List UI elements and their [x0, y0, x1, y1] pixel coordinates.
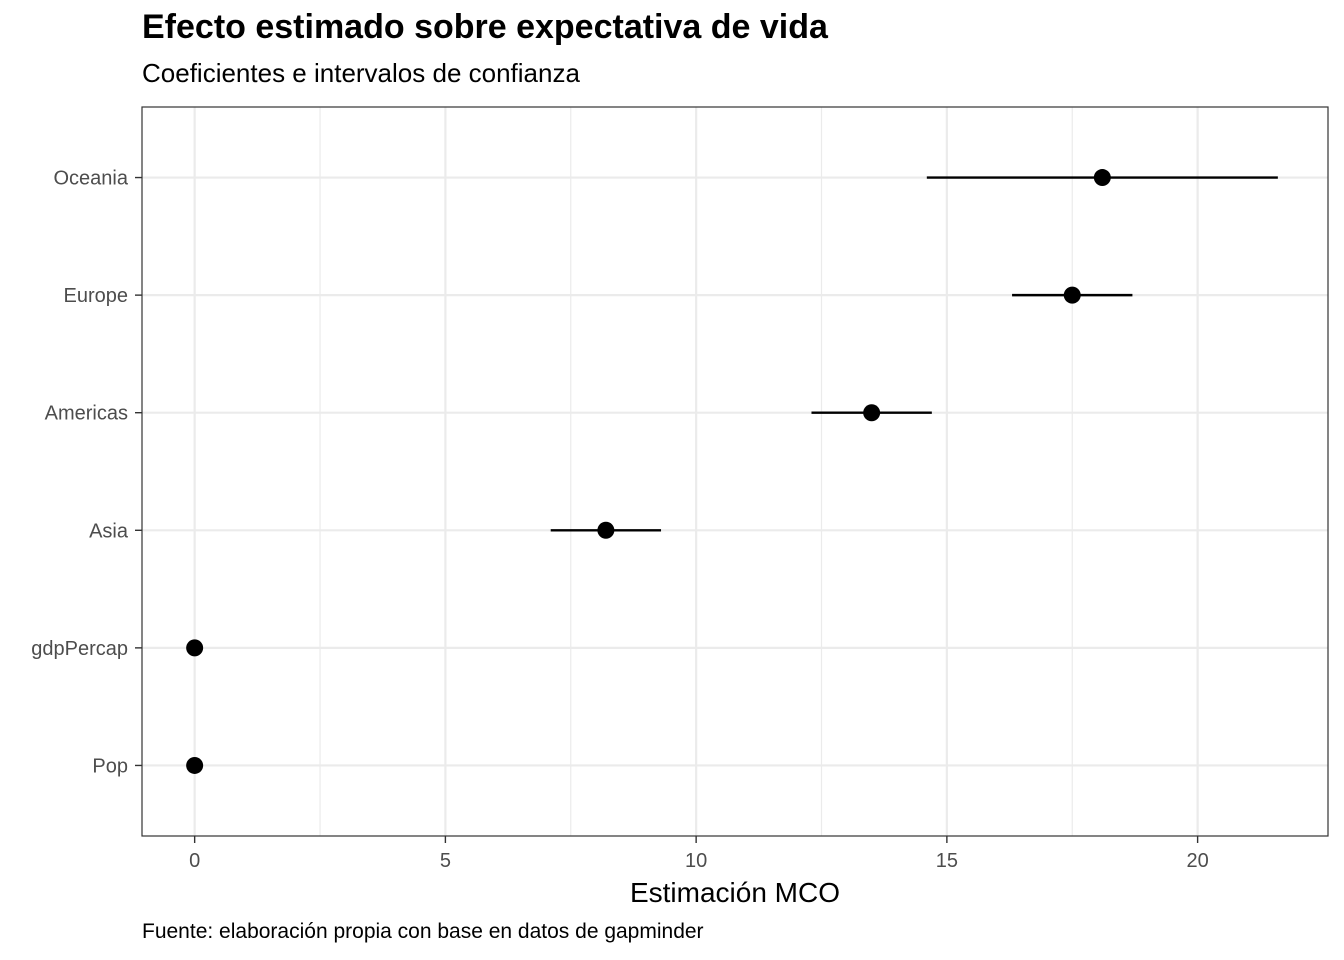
x-axis-title: Estimación MCO: [630, 877, 840, 908]
y-tick-label: gdpPercap: [31, 638, 128, 660]
chart-subtitle: Coeficientes e intervalos de confianza: [142, 58, 580, 88]
x-tick-label: 0: [189, 850, 200, 872]
x-tick-label: 10: [685, 850, 707, 872]
y-tick-label: Pop: [92, 755, 128, 777]
y-tick-label: Europe: [64, 285, 129, 307]
estimate-point-gdppercap: [186, 639, 204, 657]
chart-title: Efecto estimado sobre expectativa de vid…: [142, 8, 828, 46]
y-tick-label: Asia: [89, 520, 129, 542]
axes: 0 5 10 15 20 Pop gdpPercap Asia Americas Europe Oc…: [31, 168, 1208, 872]
estimate-point-pop: [186, 756, 204, 774]
estimate-point-europe: [1063, 286, 1081, 304]
estimate-point-americas: [863, 404, 881, 422]
estimate-point-oceania: [1093, 169, 1111, 187]
plot-marks: [186, 169, 1278, 774]
grid-lines: [142, 107, 1328, 836]
x-tick-label: 5: [440, 850, 451, 872]
y-tick-label: Oceania: [54, 168, 129, 190]
chart-caption: Fuente: elaboración propia con base en d…: [142, 920, 704, 943]
x-tick-label: 15: [936, 850, 958, 872]
estimate-point-asia: [597, 521, 615, 539]
x-tick-label: 20: [1186, 850, 1208, 872]
panel-border: [141, 106, 1329, 837]
y-tick-label: Americas: [45, 403, 128, 425]
